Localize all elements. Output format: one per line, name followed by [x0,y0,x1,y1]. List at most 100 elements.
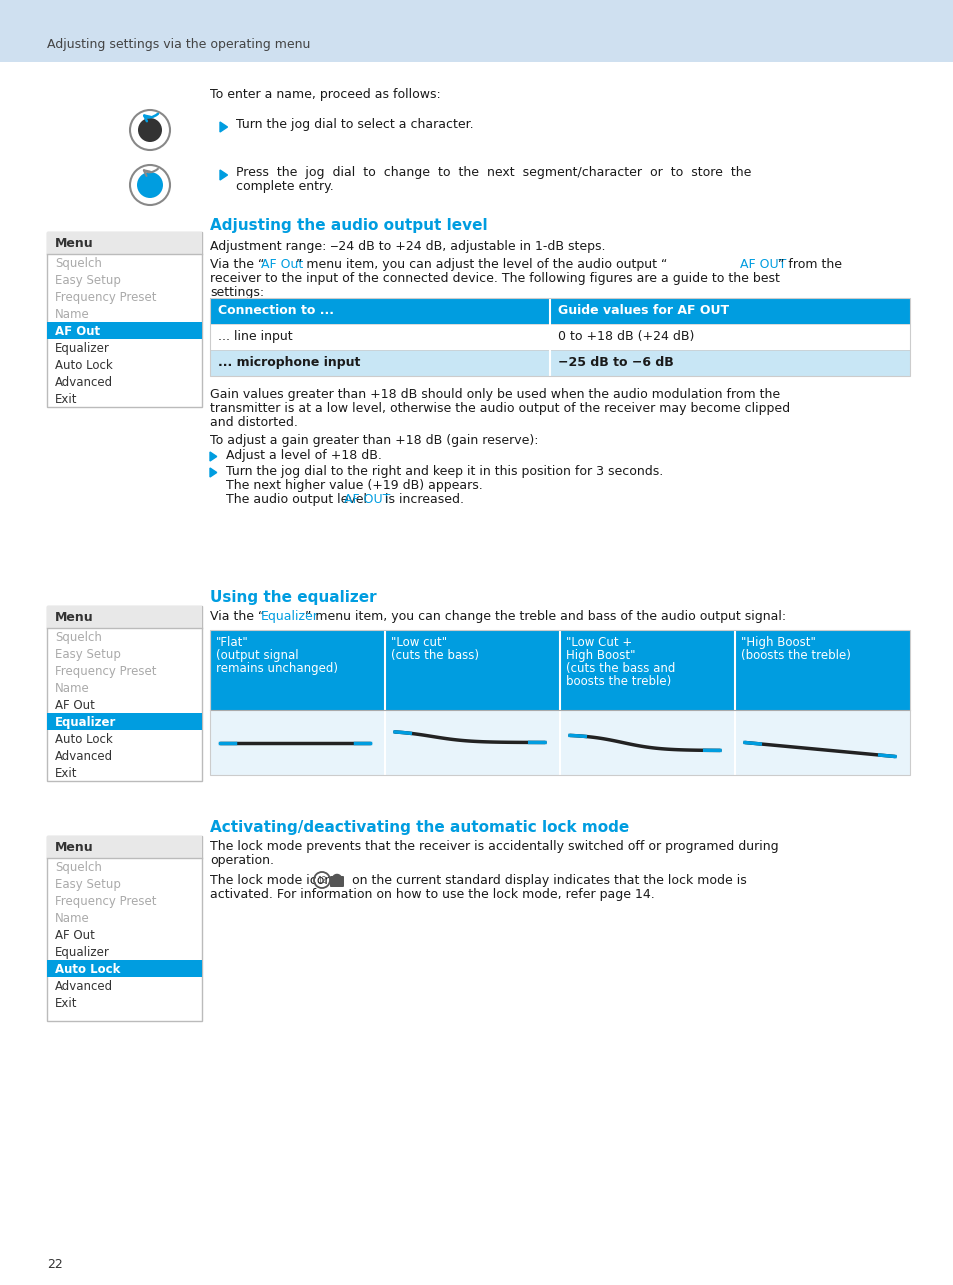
FancyBboxPatch shape [330,876,344,887]
Text: receiver to the input of the connected device. The following figures are a guide: receiver to the input of the connected d… [210,272,779,285]
Text: −25 dB to −6 dB: −25 dB to −6 dB [558,356,673,369]
Text: 12: 12 [317,876,327,885]
Bar [47,837,202,1022]
Text: Advanced: Advanced [55,750,113,763]
Text: Advanced: Advanced [55,377,113,389]
Text: Via the “: Via the “ [210,258,264,271]
Bar [210,324,909,350]
Polygon shape [210,468,216,477]
Text: The lock mode icon: The lock mode icon [210,874,335,887]
Text: Equalizer: Equalizer [55,342,110,355]
Text: and distorted.: and distorted. [210,416,297,429]
Bar [210,711,384,775]
Text: Auto Lock: Auto Lock [55,732,112,747]
Text: Turn the jog dial to the right and keep it in this position for 3 seconds.: Turn the jog dial to the right and keep … [226,465,662,478]
Text: Adjusting the audio output level: Adjusting the audio output level [210,218,487,233]
Text: Equalizer: Equalizer [55,946,110,959]
Text: AF Out: AF Out [55,929,94,942]
Text: Turn the jog dial to select a character.: Turn the jog dial to select a character. [235,118,473,131]
Text: Adjust a level of +18 dB.: Adjust a level of +18 dB. [226,448,381,463]
Text: Adjusting settings via the operating menu: Adjusting settings via the operating men… [47,39,310,51]
Text: Frequency Preset: Frequency Preset [55,666,156,678]
Text: Menu: Menu [55,610,93,625]
Bar [47,323,202,339]
Text: The lock mode prevents that the receiver is accidentally switched off or program: The lock mode prevents that the receiver… [210,840,778,853]
Text: "Low cut": "Low cut" [391,636,447,649]
Text: transmitter is at a low level, otherwise the audio output of the receiver may be: transmitter is at a low level, otherwise… [210,402,789,415]
Text: AF Out: AF Out [261,258,303,271]
Text: 22: 22 [47,1258,63,1271]
Text: Auto Lock: Auto Lock [55,962,120,977]
Text: Equalizer: Equalizer [55,716,116,729]
Text: Frequency Preset: Frequency Preset [55,290,156,305]
Bar [210,298,909,324]
Text: on the current standard display indicates that the lock mode is: on the current standard display indicate… [348,874,746,887]
Text: "High Boost": "High Boost" [740,636,815,649]
Text: Easy Setup: Easy Setup [55,648,121,660]
Text: "Low Cut +: "Low Cut + [565,636,632,649]
Bar [559,711,733,775]
Bar [47,607,202,628]
Polygon shape [220,122,227,132]
Text: AF OUT: AF OUT [344,493,390,506]
Text: Name: Name [55,912,90,925]
Text: Frequency Preset: Frequency Preset [55,894,156,908]
Text: "Flat": "Flat" [215,636,249,649]
Text: remains unchanged): remains unchanged) [215,662,337,675]
Text: Gain values greater than +18 dB should only be used when the audio modulation fr: Gain values greater than +18 dB should o… [210,388,780,401]
Text: The next higher value (+19 dB) appears.: The next higher value (+19 dB) appears. [226,479,482,492]
Text: The audio output level: The audio output level [226,493,371,506]
Text: Connection to ...: Connection to ... [218,305,334,317]
Polygon shape [210,452,216,461]
Circle shape [138,118,162,143]
Text: To adjust a gain greater than +18 dB (gain reserve):: To adjust a gain greater than +18 dB (ga… [210,434,537,447]
Text: Auto Lock: Auto Lock [55,359,112,371]
Bar [210,298,909,377]
Bar [47,837,202,858]
Text: To enter a name, proceed as follows:: To enter a name, proceed as follows: [210,87,440,102]
Text: Name: Name [55,308,90,321]
Text: complete entry.: complete entry. [235,180,334,193]
Bar [47,713,202,730]
Text: Squelch: Squelch [55,257,102,270]
Bar [385,711,558,775]
Text: AF OUT: AF OUT [740,258,785,271]
Text: Name: Name [55,682,90,695]
Text: Easy Setup: Easy Setup [55,274,121,287]
Text: Exit: Exit [55,767,77,780]
Text: AF Out: AF Out [55,325,100,338]
Text: Via the “: Via the “ [210,610,264,623]
Text: (cuts the bass): (cuts the bass) [391,649,478,662]
Text: ” menu item, you can adjust the level of the audio output “: ” menu item, you can adjust the level of… [295,258,667,271]
Text: (cuts the bass and: (cuts the bass and [565,662,675,675]
Bar [0,0,953,62]
Text: ” menu item, you can change the treble and bass of the audio output signal:: ” menu item, you can change the treble a… [305,610,785,623]
Text: settings:: settings: [210,287,264,299]
Text: Activating/deactivating the automatic lock mode: Activating/deactivating the automatic lo… [210,820,629,835]
Text: Guide values for AF OUT: Guide values for AF OUT [558,305,728,317]
Bar [210,350,909,377]
Text: Menu: Menu [55,840,93,855]
Bar [47,233,202,407]
Text: Adjustment range: ‒24 dB to +24 dB, adjustable in 1-dB steps.: Adjustment range: ‒24 dB to +24 dB, adju… [210,240,605,253]
Text: Exit: Exit [55,393,77,406]
Text: Squelch: Squelch [55,631,102,644]
Text: activated. For information on how to use the lock mode, refer page 14.: activated. For information on how to use… [210,888,654,901]
Bar [734,711,909,775]
Polygon shape [220,170,227,180]
Bar [734,630,909,711]
Text: (boosts the treble): (boosts the treble) [740,649,850,662]
Text: Advanced: Advanced [55,980,113,993]
Text: Press  the  jog  dial  to  change  to  the  next  segment/character  or  to  sto: Press the jog dial to change to the next… [235,166,751,179]
Text: Squelch: Squelch [55,861,102,874]
Text: is increased.: is increased. [380,493,463,506]
Text: Exit: Exit [55,997,77,1010]
Bar [210,630,909,775]
Text: operation.: operation. [210,855,274,867]
Text: (output signal: (output signal [215,649,298,662]
Text: Equalizer: Equalizer [261,610,318,623]
Bar [47,607,202,781]
Bar [47,233,202,254]
Text: 0 to +18 dB (+24 dB): 0 to +18 dB (+24 dB) [558,330,694,343]
Text: boosts the treble): boosts the treble) [565,675,671,687]
